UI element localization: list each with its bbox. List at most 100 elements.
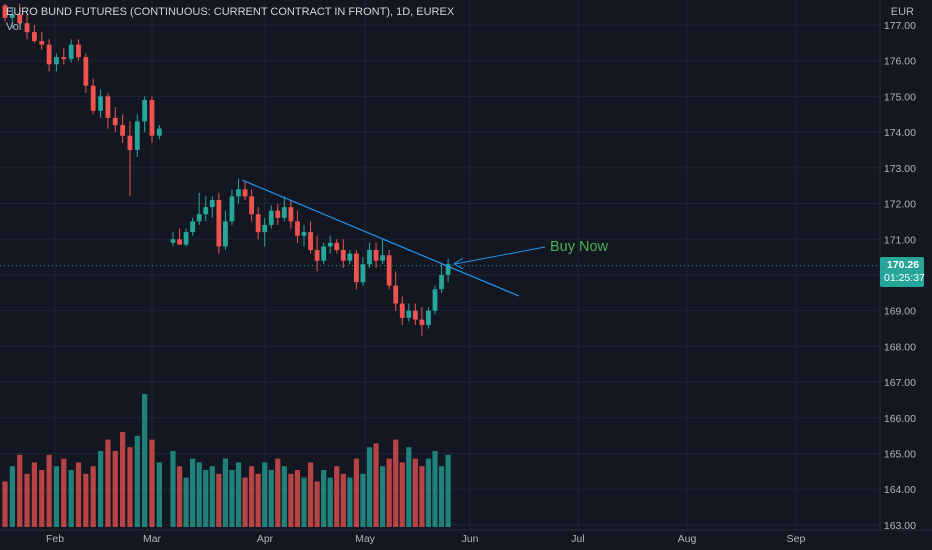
volume-bar [39, 470, 45, 527]
y-tick-label: 172.00 [884, 199, 916, 211]
volume-indicator-label[interactable]: Vol [6, 21, 22, 33]
candle-body [177, 239, 182, 245]
volume-bar [31, 462, 37, 527]
x-tick-label: Jul [571, 533, 584, 545]
candle-body [223, 221, 228, 247]
last-price-badge [880, 257, 924, 287]
candle-body [288, 207, 294, 222]
candle-body [412, 310, 418, 320]
volume-bar [425, 458, 432, 527]
y-tick-label: 167.00 [884, 377, 916, 389]
candle-body [142, 99, 148, 122]
candle-body [112, 117, 118, 125]
y-tick-label: 166.00 [884, 413, 916, 425]
candle-body [149, 99, 155, 136]
candle-body [334, 242, 340, 250]
candle-body [54, 57, 59, 65]
candle-body [98, 96, 103, 111]
candle-body [327, 242, 333, 247]
candle-body [39, 41, 45, 45]
y-tick-label: 164.00 [884, 484, 916, 496]
candle-body [170, 239, 176, 243]
candle-body [314, 249, 320, 261]
candle-body [120, 124, 125, 136]
volume-bar [134, 435, 140, 527]
candle-body [275, 210, 281, 218]
volume-bar [156, 462, 162, 527]
y-tick-label: 175.00 [884, 91, 916, 103]
volume-bar [176, 466, 183, 527]
volume-bar [321, 470, 327, 527]
candle-body [229, 196, 235, 222]
candle-body [242, 189, 248, 197]
candle-body [24, 23, 30, 33]
candle-body [432, 289, 438, 311]
volume-bar [380, 466, 386, 527]
volume-bar [83, 473, 89, 527]
candle-body [32, 32, 37, 42]
candle-body [9, 14, 15, 18]
candle-body [399, 303, 405, 318]
volume-bar [209, 466, 215, 527]
volume-bar [281, 466, 287, 527]
volume-bar [412, 458, 418, 527]
candle-body [406, 310, 412, 318]
candle-body [68, 44, 74, 59]
candle-body [203, 207, 209, 215]
y-tick-label: 169.00 [884, 306, 916, 318]
x-tick-label: Jun [462, 533, 479, 545]
volume-bar [307, 462, 314, 527]
volume-bar [183, 477, 189, 527]
volume-bar [445, 454, 451, 527]
candle-body [255, 214, 261, 233]
volume-bar [373, 443, 379, 527]
candle-body [83, 57, 89, 86]
annotation-arrow [454, 246, 546, 265]
candle-body [380, 255, 385, 261]
candle-body [90, 85, 96, 111]
candle-body [105, 96, 111, 118]
candle-body [281, 207, 287, 218]
candle-body [445, 264, 451, 275]
buy-now-annotation: Buy Now [550, 239, 609, 255]
volume-bar [262, 462, 268, 527]
symbol-title[interactable]: EURO BUND FUTURES (CONTINUOUS: CURRENT C… [6, 6, 455, 18]
candle-body [439, 274, 444, 290]
volume-bar [105, 439, 111, 527]
candle-body [249, 196, 254, 215]
bar-countdown: 01:25:37 [884, 272, 925, 284]
candle-body [347, 253, 353, 261]
candle-body [367, 249, 372, 265]
y-tick-label: 163.00 [884, 520, 916, 532]
candle-body [2, 5, 8, 18]
volume-bar [366, 447, 373, 527]
volume-bar [170, 451, 176, 527]
volume-bar [75, 462, 82, 527]
volume-bar [353, 458, 359, 527]
candle-body [295, 221, 300, 236]
annotation-arrowhead [453, 257, 464, 270]
y-tick-label: 173.00 [884, 163, 916, 175]
candle-body [183, 232, 189, 245]
last-price-value: 170.26 [886, 259, 920, 271]
candle-body [321, 246, 327, 261]
candle-body [393, 285, 399, 304]
candle-body [134, 121, 140, 150]
volume-bar [142, 394, 148, 527]
volume-bar [17, 454, 23, 527]
candle-body [236, 189, 241, 197]
y-tick-label: 176.00 [884, 56, 916, 68]
volume-bar [347, 477, 353, 527]
volume-bar [288, 473, 294, 527]
volume-bar [216, 473, 222, 527]
candle-body [216, 199, 222, 247]
y-tick-label: 177.00 [884, 20, 916, 32]
volume-bar [438, 466, 445, 527]
volume-bar [406, 447, 412, 527]
volume-bar [255, 473, 261, 527]
volume-bar [229, 470, 235, 527]
volume-bar [340, 473, 346, 527]
volume-bar [314, 481, 320, 527]
volume-bar [68, 470, 74, 527]
